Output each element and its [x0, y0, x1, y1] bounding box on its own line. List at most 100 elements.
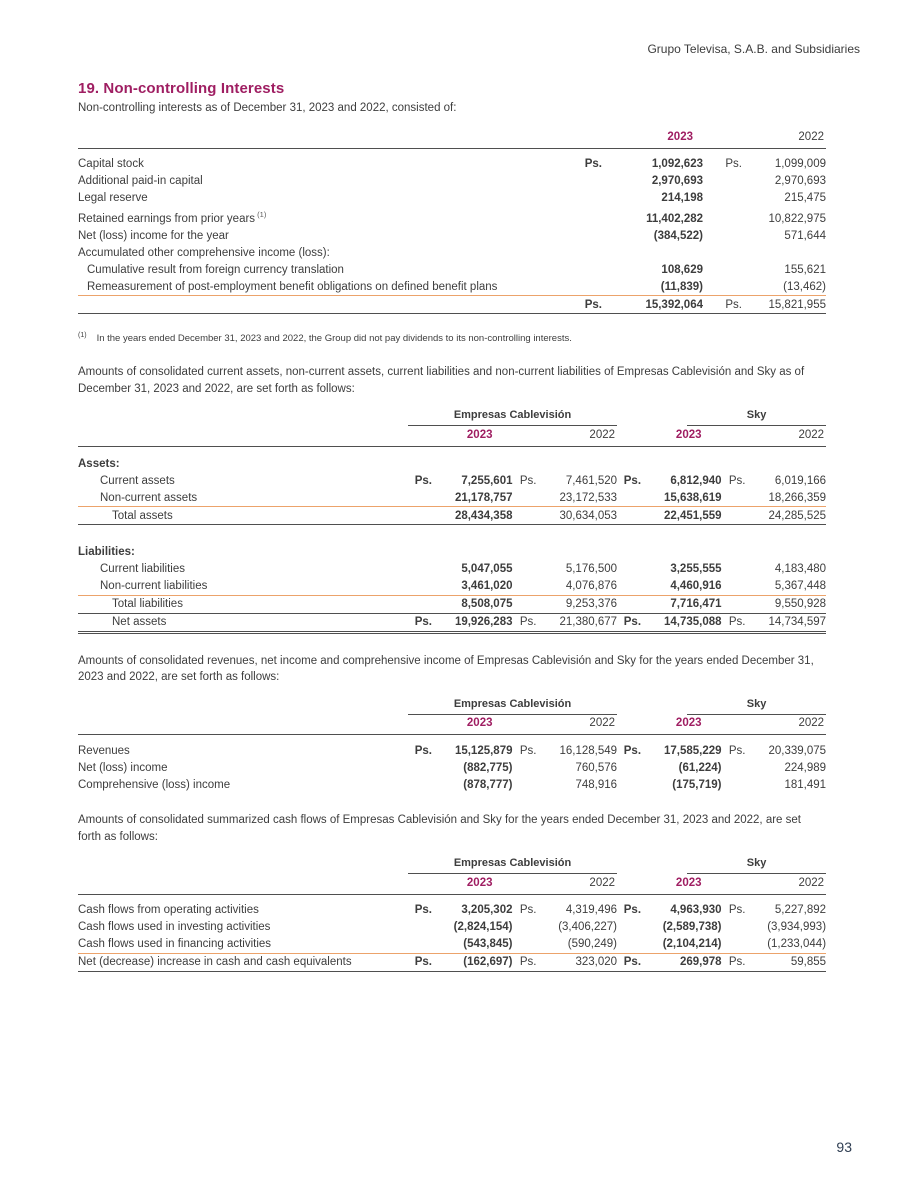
- currency-label: Ps.: [519, 474, 537, 487]
- cell-value: 760,576: [575, 761, 618, 774]
- currency-label: Ps.: [414, 474, 432, 487]
- cell-value: 59,855: [751, 952, 827, 972]
- cell-value: 6,812,940: [670, 474, 722, 487]
- spacer-row: [78, 735, 826, 743]
- cell-value: 17,585,229: [663, 744, 722, 757]
- cell-value: (13,462): [783, 280, 826, 293]
- spacer-row: [78, 894, 826, 902]
- currency-label: [721, 594, 752, 614]
- year-2023-header: 2023: [408, 714, 513, 736]
- cell-value: (2,824,154): [453, 921, 513, 934]
- row-label: Total assets: [78, 506, 408, 526]
- footnote: (1) In the years ended December 31, 2023 …: [78, 329, 826, 345]
- cell-value: 23,172,533: [559, 491, 618, 504]
- cell-value: 24,285,525: [751, 506, 827, 526]
- table-total-row: Net (decrease) increase in cash and cash…: [78, 952, 827, 972]
- row-label: Accumulated other comprehensive income (…: [78, 246, 330, 259]
- currency-label: [568, 261, 608, 278]
- currency-label: [568, 207, 608, 228]
- assets-liabilities-table: Empresas Cablevisión Sky 2023 2022 2023 …: [78, 409, 827, 634]
- currency-label: [703, 207, 748, 228]
- section-heading-row: Assets:: [78, 446, 826, 472]
- year-2022-header: 2022: [703, 128, 826, 149]
- liabilities-rows: Current liabilities 5,047,055 5,176,500 3,2…: [78, 561, 827, 634]
- cell-value: 2,970,693: [651, 175, 703, 187]
- row-label: Current assets: [100, 474, 175, 487]
- row-label: Capital stock: [78, 158, 144, 170]
- row-label: [78, 295, 568, 315]
- currency-label: Ps.: [519, 744, 537, 757]
- currency-label: Ps.: [721, 952, 752, 972]
- footnote-marker: (1): [78, 332, 87, 340]
- year-2022-header: 2022: [512, 426, 618, 447]
- cell-value: 7,461,520: [565, 474, 618, 487]
- cell-value: 5,227,892: [774, 904, 827, 917]
- cell-value: 4,183,480: [774, 563, 827, 576]
- table-row: Capital stock Ps. 1,092,623 Ps. 1,099,009: [78, 156, 826, 173]
- cell-value: 14,735,088: [647, 613, 722, 634]
- cell-value: (11,839): [660, 280, 703, 293]
- row-label: Retained earnings from prior years (1): [78, 210, 267, 225]
- row-label: Additional paid-in capital: [78, 175, 203, 187]
- currency-label: Ps.: [408, 613, 438, 634]
- row-label: Non-current liabilities: [100, 580, 208, 593]
- currency-label: [617, 561, 647, 578]
- currency-label: [617, 578, 647, 596]
- cell-value: 3,461,020: [461, 580, 513, 593]
- cell-value: (1,233,044): [767, 938, 827, 951]
- revenues-income-table: Empresas Cablevisión Sky 2023 2022 2023 …: [78, 698, 827, 794]
- year-2023-header: 2023: [408, 874, 513, 895]
- empty-header-cell: [78, 409, 408, 426]
- currency-label: Ps.: [728, 744, 746, 757]
- cell-value: (384,522): [653, 229, 703, 242]
- currency-label: Ps.: [584, 158, 602, 170]
- paragraph-cashflows: Amounts of consolidated summarized cash …: [78, 814, 801, 843]
- table-row: Non-current assets 21,178,757 23,172,533 15…: [78, 489, 826, 507]
- currency-label: [617, 506, 648, 526]
- liabilities-heading: Liabilities:: [78, 546, 135, 559]
- table-row: Cash flows from operating activities Ps. 3…: [78, 902, 826, 919]
- currency-label: [703, 261, 748, 278]
- row-label: Cash flows from operating activities: [78, 904, 259, 917]
- table-row: Cumulative result from foreign currency …: [78, 261, 826, 278]
- currency-label: [617, 776, 647, 793]
- year-2022-header: 2022: [721, 426, 827, 447]
- currency-label: Ps.: [414, 744, 432, 757]
- currency-label: [408, 561, 438, 578]
- cell-value: 155,621: [784, 263, 826, 276]
- currency-label: [617, 936, 647, 954]
- cell-value: 4,460,916: [670, 580, 722, 593]
- spacer-row: [78, 148, 826, 156]
- year-2022-header: 2022: [721, 874, 827, 895]
- table-row: Revenues Ps. 15,125,879 Ps. 16,128,549 Ps. 17,…: [78, 742, 826, 759]
- currency-label: [513, 489, 543, 507]
- footnote-text: In the years ended December 31, 2023 and…: [96, 333, 572, 345]
- currency-label: Ps.: [512, 952, 543, 972]
- row-label: Revenues: [78, 744, 130, 757]
- currency-label: [513, 936, 543, 954]
- table-row: Legal reserve 214,198 215,475: [78, 190, 826, 207]
- currency-label: Ps.: [721, 613, 752, 634]
- cell-value: 3,205,302: [461, 904, 513, 917]
- group-ec-cell: Empresas Cablevisión: [408, 698, 618, 715]
- table-total-row: Total liabilities 8,508,075 9,253,376 7,716…: [78, 594, 827, 614]
- year-2023-header: 2023: [617, 874, 722, 895]
- cell-value: 748,916: [575, 778, 618, 791]
- currency-label: Ps.: [703, 295, 748, 315]
- paragraph-revenues: Amounts of consolidated revenues, net in…: [78, 654, 814, 684]
- row-label: Comprehensive (loss) income: [78, 778, 231, 791]
- cell-value: (543,845): [463, 938, 513, 951]
- noncontrolling-interests-table: 2023 2022 Capital stock Ps. 1,092,623 Ps. 1,…: [78, 128, 826, 315]
- currency-label: [722, 759, 752, 776]
- table-row: Additional paid-in capital 2,970,693 2,970…: [78, 173, 826, 190]
- currency-label: [568, 244, 608, 261]
- cell-value: 269,978: [647, 952, 722, 972]
- cell-value: 15,392,064: [608, 295, 703, 315]
- currency-label: [408, 936, 438, 954]
- cell-value: 214,198: [661, 192, 703, 204]
- table-row: Current liabilities 5,047,055 5,176,500 3,2…: [78, 561, 826, 578]
- year-2023-header: 2023: [617, 714, 722, 736]
- table1-total: Ps. 15,392,064 Ps. 15,821,955: [78, 295, 826, 315]
- currency-label: [568, 173, 608, 190]
- table1-body: Capital stock Ps. 1,092,623 Ps. 1,099,009 Add…: [78, 156, 826, 296]
